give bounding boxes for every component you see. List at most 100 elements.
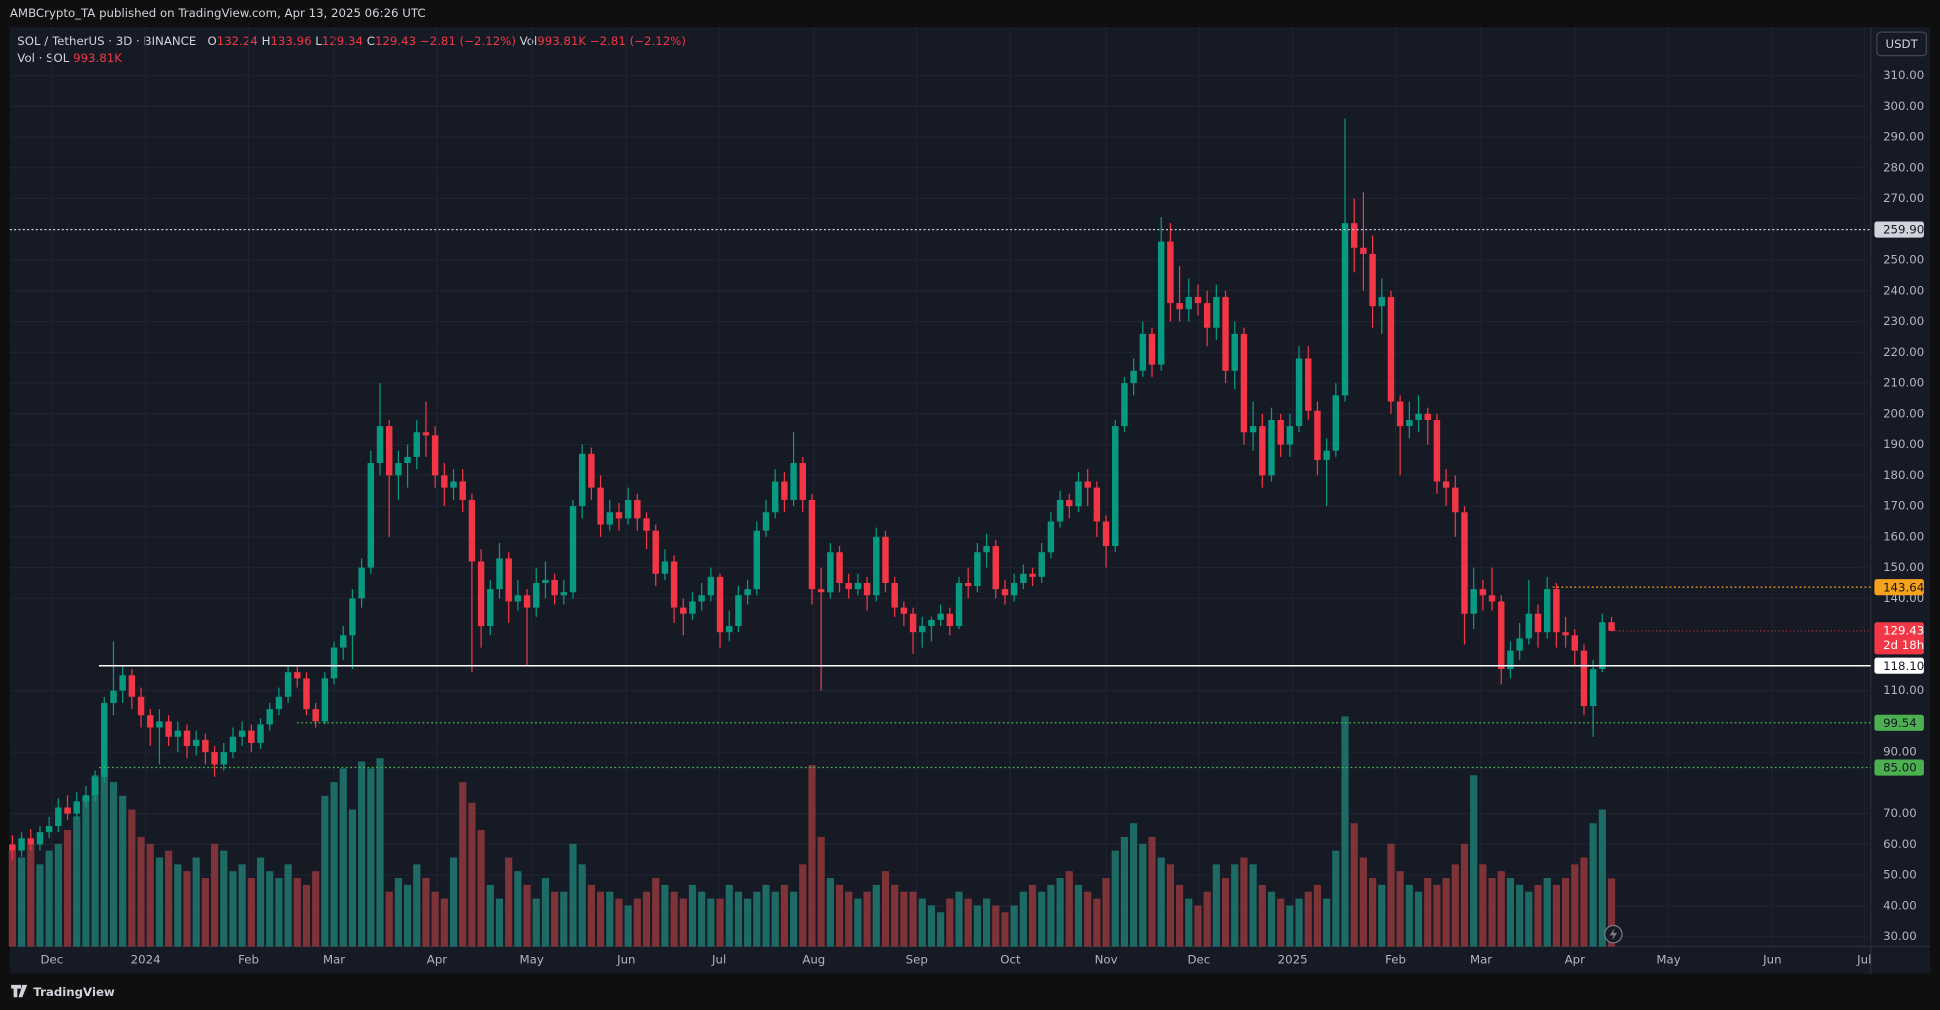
- candle-body: [551, 579, 558, 596]
- currency-box[interactable]: [1876, 31, 1928, 57]
- candle-body: [1332, 395, 1340, 451]
- candle-body: [1139, 333, 1147, 371]
- y-tick-label: 300.00: [1883, 99, 1924, 113]
- volume-bar: [1341, 716, 1349, 947]
- volume-bar: [367, 768, 375, 947]
- candle-body: [1525, 613, 1533, 639]
- symbol: SOL / TetherUS · 3D · BINANCE: [17, 33, 196, 47]
- candle-body: [1488, 595, 1496, 602]
- volume-bar: [91, 775, 99, 947]
- candle-body: [202, 739, 209, 753]
- volume-bar: [422, 878, 430, 947]
- y-tick-label: 110.00: [1883, 683, 1924, 697]
- candle-body: [1203, 303, 1211, 328]
- candle-body: [330, 647, 338, 679]
- volume-bar: [477, 830, 485, 947]
- volume-bar: [1093, 898, 1101, 947]
- y-tick-label: 290.00: [1883, 130, 1924, 144]
- volume-bar: [881, 871, 890, 947]
- volume-bar: [845, 891, 853, 947]
- volume-bar: [1111, 850, 1119, 947]
- candle-body: [1231, 333, 1238, 371]
- volume-bar: [1120, 836, 1129, 947]
- candle-body: [1295, 358, 1303, 427]
- volume-bar: [1359, 857, 1367, 947]
- candle-body: [147, 715, 154, 728]
- candle-body: [983, 546, 990, 553]
- candle-body: [1038, 552, 1045, 577]
- volume-bar: [27, 843, 35, 947]
- volume-bar: [321, 795, 329, 947]
- volume-bar: [1286, 905, 1294, 947]
- volume-bar: [633, 898, 641, 947]
- candle-body: [1433, 419, 1441, 482]
- volume-bar: [210, 843, 219, 947]
- candle-body: [1369, 253, 1376, 307]
- candle-body: [431, 435, 439, 476]
- candle-body: [643, 518, 650, 531]
- candle-body: [156, 721, 163, 728]
- candle-body: [1075, 481, 1082, 507]
- candle-body: [1498, 601, 1505, 670]
- candle-body: [1056, 499, 1064, 522]
- volume-bar: [431, 891, 439, 947]
- volume-bar: [293, 878, 301, 947]
- currency[interactable]: USDT: [1885, 37, 1918, 51]
- candle-body: [1130, 370, 1137, 384]
- level-label: 259.90: [1883, 223, 1924, 237]
- volume-bar: [652, 878, 660, 947]
- ohlc-key: C: [367, 33, 375, 47]
- candle-body: [110, 690, 117, 703]
- volume-bar: [256, 857, 265, 947]
- volume-bar: [1065, 871, 1073, 947]
- volume-bar: [744, 898, 752, 947]
- candle-body: [1507, 650, 1514, 670]
- level-label: 143.64: [1883, 580, 1924, 594]
- volume-bar: [100, 768, 108, 947]
- volume-bar: [560, 891, 568, 947]
- candle-body: [229, 736, 237, 753]
- candle-body: [367, 463, 375, 568]
- volume-bar: [183, 871, 191, 947]
- candle-body: [55, 807, 62, 826]
- volume-bar: [808, 765, 816, 947]
- volume-bar: [385, 891, 393, 947]
- volume-bar: [1442, 878, 1450, 947]
- candle-body: [257, 724, 264, 743]
- candle-body: [1461, 512, 1468, 614]
- candle-body: [514, 595, 522, 602]
- candle-body: [1084, 481, 1091, 488]
- x-tick-label: Nov: [1095, 953, 1118, 967]
- volume-bar: [606, 891, 614, 947]
- y-tick-label: 280.00: [1883, 160, 1924, 174]
- volume-bar: [707, 898, 715, 947]
- volume-bar: [716, 898, 724, 947]
- volume-bar: [229, 871, 237, 947]
- level-label-box: [1874, 759, 1924, 776]
- candle-body: [578, 453, 586, 507]
- y-tick-label: 190.00: [1883, 437, 1924, 451]
- candle-body: [45, 825, 53, 833]
- x-tick-label: Aug: [802, 953, 825, 967]
- candle-body: [385, 426, 393, 476]
- candle-body: [422, 432, 430, 436]
- volume-bar: [1561, 878, 1570, 947]
- volume-bar: [1157, 857, 1165, 947]
- volume-bar: [247, 878, 255, 947]
- volume-bar: [146, 843, 154, 947]
- ohlc-key: O: [207, 33, 216, 47]
- x-tick-label: Mar: [1470, 953, 1492, 967]
- candle-body: [1387, 296, 1395, 402]
- volume-bar: [532, 898, 540, 947]
- candle-body: [560, 592, 568, 596]
- candle-body: [1553, 589, 1560, 633]
- volume-bar: [1084, 891, 1092, 947]
- candle-body: [597, 487, 604, 525]
- candle-body: [523, 595, 531, 608]
- y-tick-label: 180.00: [1883, 468, 1924, 482]
- x-tick-label: Dec: [41, 953, 64, 967]
- volume-bar: [128, 809, 136, 947]
- candle-body: [275, 696, 283, 710]
- volume-bar: [376, 758, 384, 947]
- volume-bar: [854, 898, 862, 947]
